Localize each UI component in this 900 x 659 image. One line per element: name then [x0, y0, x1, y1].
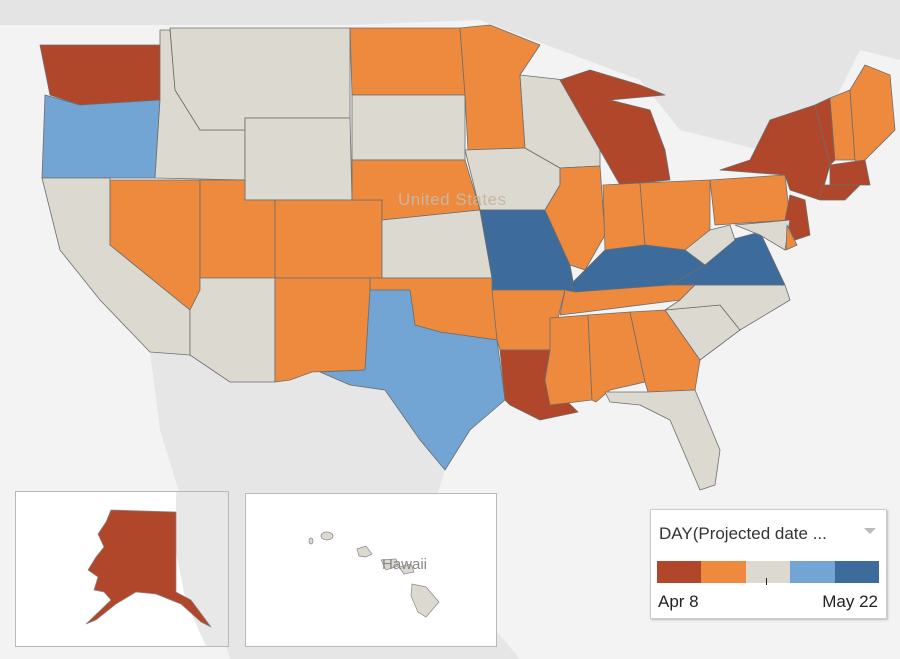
legend-swatch-2 — [701, 561, 746, 583]
state-wa[interactable] — [39, 44, 166, 106]
alaska-map — [16, 492, 228, 646]
state-me[interactable] — [849, 64, 896, 166]
state-md[interactable] — [734, 219, 791, 251]
legend-dropdown-icon[interactable] — [864, 528, 876, 534]
legend-color-ramp — [657, 561, 880, 583]
legend-max-label: May 22 — [822, 592, 878, 611]
state-fl[interactable] — [604, 389, 721, 491]
state-or[interactable] — [41, 94, 161, 179]
legend-swatch-5 — [834, 561, 880, 583]
legend-swatch-4 — [790, 561, 835, 583]
state-nm[interactable] — [274, 277, 371, 383]
canada-landmass — [0, 0, 900, 150]
state-sd[interactable] — [351, 94, 466, 161]
state-de[interactable] — [785, 224, 798, 251]
state-co[interactable] — [274, 199, 383, 279]
state-tx[interactable] — [319, 289, 506, 471]
state-ms[interactable] — [544, 314, 593, 406]
state-in[interactable] — [602, 182, 646, 251]
state-alaska[interactable] — [85, 509, 212, 628]
state-wv[interactable] — [684, 224, 736, 266]
state-hawaii[interactable] — [308, 531, 440, 618]
state-va[interactable] — [669, 231, 786, 286]
color-legend[interactable]: DAY(Projected date ... Apr 8 May 22 — [650, 509, 887, 619]
state-ct[interactable] — [819, 184, 861, 201]
state-mi[interactable] — [559, 69, 671, 186]
state-nj[interactable] — [784, 194, 811, 241]
legend-swatch-3 — [745, 561, 791, 583]
state-nd[interactable] — [349, 27, 466, 96]
legend-min-label: Apr 8 — [658, 592, 699, 611]
hawaii-map: Hawaii — [308, 531, 440, 618]
hawaii-inset[interactable]: Hawaii — [245, 493, 497, 647]
legend-title: DAY(Projected date ... — [659, 524, 827, 543]
state-ma[interactable] — [829, 159, 871, 186]
legend-swatch-1 — [657, 561, 702, 583]
state-mt[interactable] — [169, 27, 351, 131]
state-wy[interactable] — [244, 117, 353, 201]
state-ks[interactable] — [381, 209, 493, 279]
legend-midpoint-tick — [766, 578, 767, 585]
country-label: United States — [398, 190, 507, 209]
hawaii-label: Hawaii — [382, 556, 427, 573]
state-il[interactable] — [544, 165, 606, 271]
alaska-inset[interactable] — [15, 491, 229, 647]
state-pa[interactable] — [709, 174, 791, 226]
